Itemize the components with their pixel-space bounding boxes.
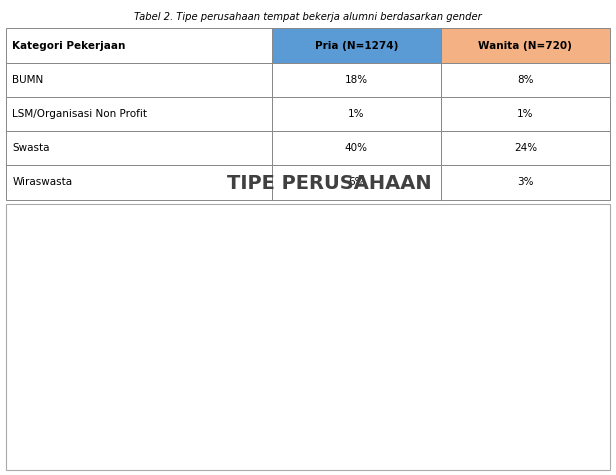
Text: Pria (N=1274): Pria (N=1274) xyxy=(315,40,398,51)
Bar xyxy=(525,432,567,446)
Text: 1%: 1% xyxy=(277,430,293,440)
Bar xyxy=(272,165,441,200)
Bar xyxy=(134,408,176,446)
Text: 1%: 1% xyxy=(235,430,251,440)
Bar xyxy=(264,442,306,446)
Text: 40%: 40% xyxy=(345,143,368,153)
Text: 24%: 24% xyxy=(404,318,428,328)
Text: BUMN: BUMN xyxy=(12,75,44,85)
Text: 18%: 18% xyxy=(101,347,124,357)
Bar xyxy=(441,165,610,200)
Text: 6%: 6% xyxy=(348,177,365,188)
Bar xyxy=(272,97,441,131)
Text: 24%: 24% xyxy=(514,143,537,153)
Bar xyxy=(272,63,441,97)
Legend: Pria, Wanita: Pria, Wanita xyxy=(280,207,379,225)
Bar xyxy=(395,330,437,446)
Bar xyxy=(6,131,272,165)
Text: 18%: 18% xyxy=(345,75,368,85)
Bar xyxy=(272,28,441,63)
Bar xyxy=(441,97,610,131)
Bar xyxy=(441,63,610,97)
Bar xyxy=(353,252,395,446)
Text: Kategori Pekerjaan: Kategori Pekerjaan xyxy=(12,40,126,51)
Bar xyxy=(441,131,610,165)
Text: 6%: 6% xyxy=(496,406,513,416)
Text: 8%: 8% xyxy=(517,75,533,85)
Bar xyxy=(6,28,272,63)
Text: Swasta: Swasta xyxy=(12,143,50,153)
Text: 1%: 1% xyxy=(348,109,365,119)
Bar xyxy=(6,97,272,131)
Bar xyxy=(222,442,264,446)
Bar xyxy=(92,359,134,446)
Text: Tabel 2. Tipe perusahaan tempat bekerja alumni berdasarkan gender: Tabel 2. Tipe perusahaan tempat bekerja … xyxy=(134,12,482,22)
Title: TIPE PERUSAHAAN: TIPE PERUSAHAAN xyxy=(227,174,432,193)
Bar xyxy=(484,418,525,446)
Bar xyxy=(272,131,441,165)
Bar xyxy=(6,63,272,97)
Text: LSM/Organisasi Non Profit: LSM/Organisasi Non Profit xyxy=(12,109,147,119)
Text: 40%: 40% xyxy=(362,240,386,250)
Bar xyxy=(6,165,272,200)
Text: 3%: 3% xyxy=(538,420,555,430)
Text: 3%: 3% xyxy=(517,177,533,188)
Text: 8%: 8% xyxy=(146,396,163,406)
Text: Wiraswasta: Wiraswasta xyxy=(12,177,72,188)
Text: Wanita (N=720): Wanita (N=720) xyxy=(479,40,572,51)
Bar xyxy=(441,28,610,63)
Text: 1%: 1% xyxy=(517,109,533,119)
